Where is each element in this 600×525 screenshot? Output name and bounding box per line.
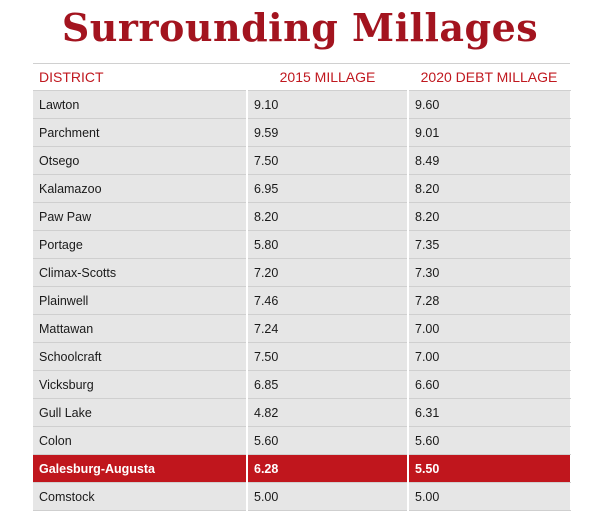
table-row: Mattawan 7.24 7.00 xyxy=(33,314,571,343)
millage-2015-cell: 5.80 xyxy=(246,230,409,259)
table-row: Portage 5.80 7.35 xyxy=(33,230,571,259)
debt-millage-2020-cell: 9.60 xyxy=(407,90,571,119)
table-row: Lawton 9.10 9.60 xyxy=(33,90,571,119)
table-row: Climax-Scotts 7.20 7.30 xyxy=(33,258,571,287)
district-cell: Comstock xyxy=(33,482,248,511)
debt-millage-2020-cell: 7.30 xyxy=(407,258,571,287)
millage-2015-cell: 6.95 xyxy=(246,174,409,203)
millage-table: DISTRICT 2015 MILLAGE 2020 DEBT MILLAGE … xyxy=(33,63,571,511)
district-cell: Otsego xyxy=(33,146,248,175)
millage-2015-cell: 4.82 xyxy=(246,398,409,427)
debt-millage-2020-cell: 8.20 xyxy=(407,202,571,231)
millage-2015-cell: 5.00 xyxy=(246,482,409,511)
millage-2015-cell: 7.50 xyxy=(246,146,409,175)
district-cell: Climax-Scotts xyxy=(33,258,248,287)
district-cell: Colon xyxy=(33,426,248,455)
millage-2015-cell: 5.60 xyxy=(246,426,409,455)
column-header-2020-debt-millage: 2020 DEBT MILLAGE xyxy=(408,63,570,91)
debt-millage-2020-cell: 7.00 xyxy=(407,314,571,343)
table-row: Comstock 5.00 5.00 xyxy=(33,482,571,511)
page-title: Surrounding Millages xyxy=(61,5,539,50)
district-cell: Mattawan xyxy=(33,314,248,343)
table-row: Vicksburg 6.85 6.60 xyxy=(33,370,571,399)
debt-millage-2020-cell: 7.00 xyxy=(407,342,571,371)
debt-millage-2020-cell: 5.50 xyxy=(407,454,571,483)
district-cell: Paw Paw xyxy=(33,202,248,231)
millage-2015-cell: 7.50 xyxy=(246,342,409,371)
debt-millage-2020-cell: 5.00 xyxy=(407,482,571,511)
millage-2015-cell: 8.20 xyxy=(246,202,409,231)
debt-millage-2020-cell: 9.01 xyxy=(407,118,571,147)
table-row: Schoolcraft 7.50 7.00 xyxy=(33,342,571,371)
table-row: Paw Paw 8.20 8.20 xyxy=(33,202,571,231)
table-row: Colon 5.60 5.60 xyxy=(33,426,571,455)
district-cell: Parchment xyxy=(33,118,248,147)
debt-millage-2020-cell: 8.20 xyxy=(407,174,571,203)
table-row: Kalamazoo 6.95 8.20 xyxy=(33,174,571,203)
debt-millage-2020-cell: 8.49 xyxy=(407,146,571,175)
debt-millage-2020-cell: 6.31 xyxy=(407,398,571,427)
district-cell: Portage xyxy=(33,230,248,259)
millage-2015-cell: 6.85 xyxy=(246,370,409,399)
debt-millage-2020-cell: 7.28 xyxy=(407,286,571,315)
district-cell: Vicksburg xyxy=(33,370,248,399)
column-header-district: DISTRICT xyxy=(33,63,247,91)
millage-2015-cell: 7.24 xyxy=(246,314,409,343)
district-cell: Kalamazoo xyxy=(33,174,248,203)
district-cell: Lawton xyxy=(33,90,248,119)
district-cell: Gull Lake xyxy=(33,398,248,427)
table-body: Lawton 9.10 9.60 Parchment 9.59 9.01 Otsego 7.5… xyxy=(33,90,571,511)
debt-millage-2020-cell: 7.35 xyxy=(407,230,571,259)
table-row: Plainwell 7.46 7.28 xyxy=(33,286,571,315)
millage-2015-cell: 6.28 xyxy=(246,454,409,483)
debt-millage-2020-cell: 6.60 xyxy=(407,370,571,399)
millage-2015-cell: 9.59 xyxy=(246,118,409,147)
millage-2015-cell: 7.20 xyxy=(246,258,409,287)
debt-millage-2020-cell: 5.60 xyxy=(407,426,571,455)
district-cell: Schoolcraft xyxy=(33,342,248,371)
table-row: Parchment 9.59 9.01 xyxy=(33,118,571,147)
table-row: Gull Lake 4.82 6.31 xyxy=(33,398,571,427)
column-header-2015-millage: 2015 MILLAGE xyxy=(247,63,408,91)
table-row: Galesburg-Augusta 6.28 5.50 xyxy=(33,454,571,483)
table-row: Otsego 7.50 8.49 xyxy=(33,146,571,175)
millage-2015-cell: 9.10 xyxy=(246,90,409,119)
district-cell: Galesburg-Augusta xyxy=(33,454,248,483)
district-cell: Plainwell xyxy=(33,286,248,315)
millage-2015-cell: 7.46 xyxy=(246,286,409,315)
table-header-row: DISTRICT 2015 MILLAGE 2020 DEBT MILLAGE xyxy=(33,63,570,91)
